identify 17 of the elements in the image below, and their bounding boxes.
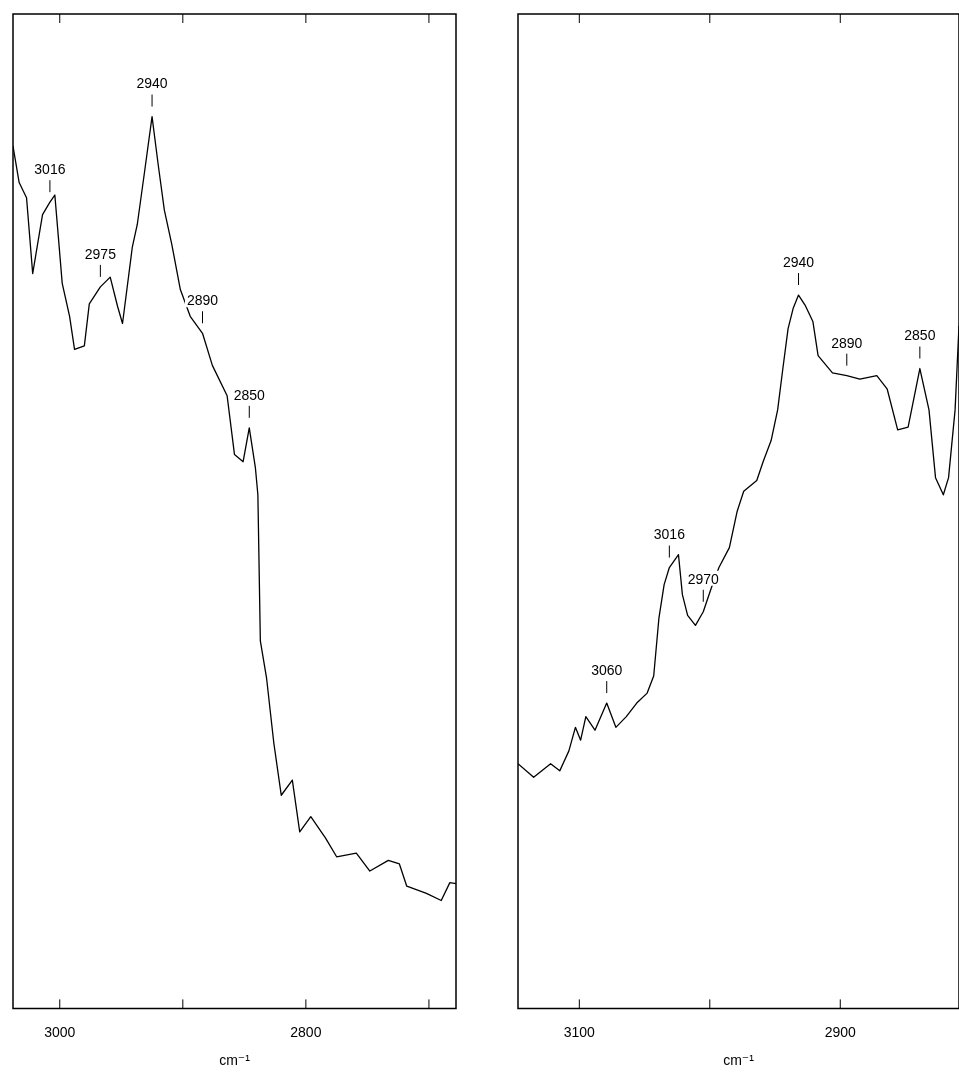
x-tick-label: 2800 — [290, 1023, 322, 1040]
annotation: 3016 — [34, 161, 66, 178]
x-tick-label: 2900 — [824, 1023, 857, 1040]
x-axis-title: cm⁻¹ — [723, 1052, 755, 1069]
x-axis-title: cm⁻¹ — [219, 1052, 251, 1069]
annotation: 2940 — [136, 75, 168, 92]
annotation: 2890 — [186, 292, 219, 309]
annotation: 2850 — [233, 386, 266, 403]
annotation: 2940 — [782, 253, 815, 270]
x-tick-label: 3100 — [563, 1023, 596, 1040]
annotation: 2970 — [687, 570, 720, 587]
annotation: 3016 — [653, 526, 686, 543]
annotation: 2890 — [831, 334, 863, 351]
annotation: 3060 — [591, 661, 623, 678]
annotation: 2850 — [904, 327, 936, 344]
annotation: 2975 — [84, 245, 117, 262]
x-tick-label: 3000 — [44, 1023, 76, 1040]
